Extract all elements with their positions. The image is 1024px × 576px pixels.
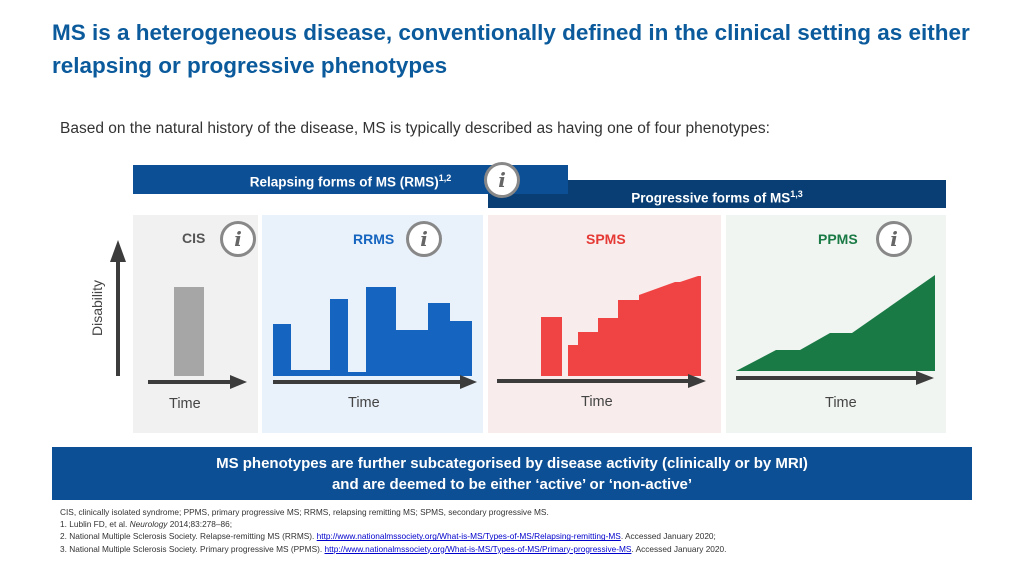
ref1-journal: Neurology — [129, 519, 168, 530]
reference-1: 1. Lublin FD, et al. Neurology 2014;83:2… — [60, 518, 1000, 530]
reference-2: 2. National Multiple Sclerosis Society. … — [60, 530, 1000, 542]
rrms-info-icon[interactable]: i — [406, 221, 442, 257]
relapsing-band-label: Relapsing forms of MS (RMS) — [249, 174, 439, 190]
intro-text: Based on the natural history of the dise… — [60, 120, 770, 137]
spms-progression-shape — [541, 276, 701, 376]
ppms-info-icon[interactable]: i — [876, 221, 912, 257]
cis-info-icon[interactable]: i — [220, 221, 256, 257]
ref3-tail: . Accessed January 2020. — [631, 543, 727, 554]
banner-line-1: MS phenotypes are further subcategorised… — [216, 455, 808, 472]
spms-label: SPMS — [586, 231, 626, 247]
ref2-link[interactable]: http://www.nationalmssociety.org/What-is… — [316, 531, 621, 542]
footnotes: CIS, clinically isolated syndrome; PPMS,… — [60, 506, 1000, 555]
ppms-time-arrowhead — [916, 371, 934, 385]
rrms-time-label: Time — [348, 395, 380, 411]
cis-time-label: Time — [169, 396, 201, 412]
spms-time-arrowhead — [688, 374, 706, 388]
y-axis-label: Disability — [89, 280, 105, 337]
reference-3: 3. National Multiple Sclerosis Society. … — [60, 543, 1000, 555]
cis-time-arrowhead — [230, 375, 247, 389]
rrms-time-arrowhead — [460, 375, 477, 389]
relapsing-info-icon[interactable]: i — [484, 162, 520, 198]
abbreviations: CIS, clinically isolated syndrome; PPMS,… — [60, 507, 549, 517]
disability-axis-arrowhead — [110, 240, 126, 262]
slide-title: MS is a heterogeneous disease, conventio… — [52, 20, 970, 78]
ref1-authors: 1. Lublin FD, et al. — [60, 519, 130, 530]
ref3-link[interactable]: http://www.nationalmssociety.org/What-is… — [324, 543, 632, 554]
ref3-text: 3. National Multiple Sclerosis Society. … — [60, 543, 325, 554]
progressive-band-label: Progressive forms of MS — [631, 190, 791, 206]
relapsing-band-ref: 1,2 — [438, 173, 452, 183]
ref2-tail: . Accessed January 2020; — [620, 531, 716, 542]
cis-label: CIS — [182, 230, 206, 246]
ppms-progression-shape — [736, 275, 935, 371]
ref1-citation: 2014;83:278–86; — [167, 519, 233, 530]
ppms-time-label: Time — [825, 395, 857, 411]
rrms-relapse-shape — [273, 287, 472, 376]
disease-activity-banner: MS phenotypes are further subcategorised… — [52, 447, 972, 500]
ppms-label: PPMS — [818, 231, 858, 247]
progressive-band-ref: 1,3 — [790, 189, 803, 199]
rrms-label: RRMS — [353, 231, 395, 247]
banner-line-2: and are deemed to be either ‘active’ or … — [331, 476, 693, 493]
ref2-text: 2. National Multiple Sclerosis Society. … — [60, 531, 317, 542]
spms-time-label: Time — [581, 394, 613, 410]
cis-bar — [174, 287, 204, 376]
